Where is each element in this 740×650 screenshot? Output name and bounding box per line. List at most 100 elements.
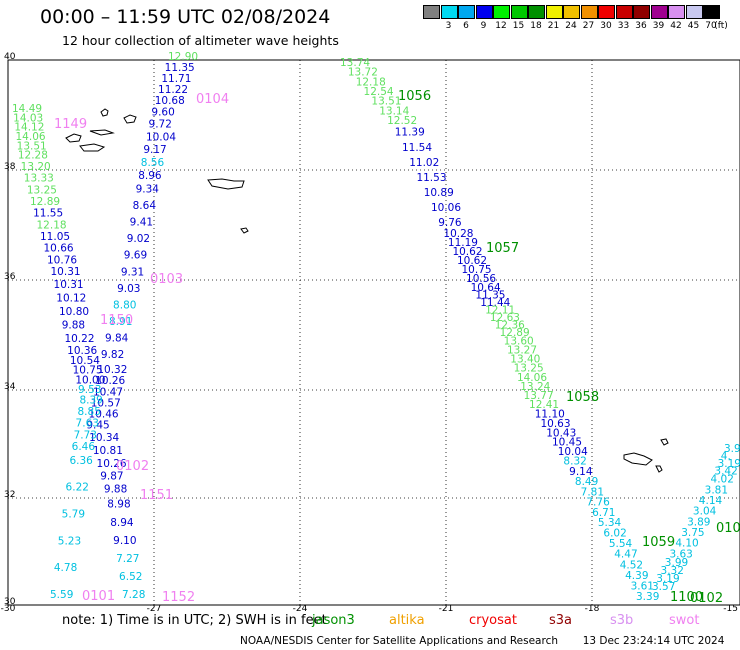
wave-height-label: 3.99 [665,557,688,569]
wave-height-label: 10.31 [54,279,84,291]
wave-height-label: 6.02 [603,528,626,540]
credit-timestamp: 13 Dec 23:24:14 UTC 2024 [582,635,725,647]
satellite-jason3: jason3 [312,613,355,628]
wave-height-label: 11.05 [40,231,70,243]
wave-height-label: 11.39 [395,127,425,139]
wave-height-label: 4.78 [54,562,77,574]
wave-height-label: 10.64 [471,282,501,294]
wave-height-label: 11.35 [165,62,195,74]
wave-height-label: 7.73 [74,429,97,441]
wave-height-label: 10.04 [558,446,588,458]
axis-tick-labels: -30 -27 -24 -21 -18 -15 40 38 36 34 32 30 [1,52,738,614]
wave-height-label: 10.04 [146,131,176,143]
wave-height-label: 7.81 [581,486,604,498]
pass-label: 1059 [642,535,675,550]
lon-tick-label: -18 [585,604,600,614]
legend-swatch [475,5,493,19]
wave-height-label: 7.63 [76,418,99,430]
legend-swatch [563,5,580,19]
wave-height-label: 3.9 [724,443,740,455]
wave-height-label: 11.71 [161,73,191,85]
wave-height-label: 10.06 [431,202,461,214]
wave-height-label: 10.62 [452,246,482,258]
legend-label: 39 [652,21,665,31]
wave-height-label: 13.77 [524,390,554,402]
island-pico [79,143,106,152]
wave-height-label: 10.80 [59,306,89,318]
wave-height-label: 14.12 [14,122,44,134]
wave-height-label: 8.32 [563,456,586,468]
legend-swatch [650,5,668,19]
wave-height-label: 12.36 [495,320,525,332]
lon-tick-label: -15 [723,604,738,614]
lon-tick-label: -24 [293,604,308,614]
wave-height-label: 10.54 [70,355,100,367]
wave-height-label: 7.27 [116,553,139,565]
wave-height-label: 13.60 [504,336,534,348]
wave-height-label: 9.76 [438,217,462,229]
wave-height-label: 5.79 [62,509,85,521]
pass-label: 010 [716,521,740,536]
legend-label: 27 [582,21,595,31]
wave-height-label: 12.18 [37,219,67,231]
pass-label: 0103 [150,272,183,287]
wave-height-label: 8.91 [109,316,132,328]
lat-tick-label: 40 [4,52,16,62]
wave-height-label: 13.25 [514,363,544,375]
wave-height-label: 10.32 [97,364,127,376]
legend-swatch [615,5,633,19]
wave-height-label: 10.45 [552,437,582,449]
wave-height-label: 5.23 [58,535,81,547]
legend-label: 70 [705,21,717,31]
wave-height-label: 10.76 [47,254,77,266]
satellite-s3b: s3b [610,613,634,628]
wave-height-label: 9.82 [101,349,124,361]
wave-height-label: 13.27 [507,345,537,357]
wave-height-label: 8.49 [575,476,598,488]
wave-height-label: 10.63 [540,418,570,430]
pass-label: 0102 [690,591,723,606]
footer-credit: NOAA/NESDIS Center for Satellite Applica… [240,635,724,647]
wave-height-label: 12.52 [387,115,417,127]
wave-height-label: 10.22 [64,333,94,345]
lon-tick-label: -27 [147,604,162,614]
legend-label: 18 [530,21,542,31]
wave-height-label: 10.26 [95,375,125,387]
wave-height-label: 10.31 [51,266,81,278]
wave-height-label: 13.51 [371,96,401,108]
wave-height-label: 12.90 [168,51,198,63]
islands [65,108,669,473]
wave-height-label: 9.84 [105,333,129,345]
wave-height-label: 3.89 [687,516,710,528]
wave-height-label: 6.36 [69,455,93,467]
wave-height-label: 10.56 [466,273,496,285]
lat-tick-label: 38 [4,162,16,172]
map-title: 00:00 – 11:59 UTC 02/08/2024 [40,6,331,28]
island-faial [65,133,82,143]
island-flores [123,114,137,124]
legend-label: 21 [547,21,560,31]
wave-height-label: 3.57 [652,581,675,593]
pass-label: 1057 [486,241,519,256]
wave-height-label: 14.03 [13,112,43,124]
island-corvo [100,108,109,117]
pass-label: 1058 [566,390,599,405]
legend-label: 6 [463,21,469,31]
pass-label: 1149 [54,117,87,132]
wave-height-label: 6.46 [72,441,96,453]
lat-tick-label: 36 [4,272,16,282]
lat-lon-grid [7,59,740,606]
wave-height-label: 11.54 [402,142,432,154]
wave-height-label: 8.85 [78,406,101,418]
wave-height-label: 10.75 [73,365,103,377]
wave-height-label: 13.20 [21,161,51,173]
wave-height-label: 4.14 [699,495,723,507]
wave-height-label: 9.41 [130,217,153,229]
map-frame [7,59,740,606]
wave-height-label: 11.02 [409,157,439,169]
wave-height-label: 10.75 [462,264,492,276]
wave-height-label: 4.39 [625,570,648,582]
wave-height-label: 8.80 [113,299,136,311]
wave-height-label: 9.34 [136,183,160,195]
wave-height-label: 10.00 [75,374,105,386]
